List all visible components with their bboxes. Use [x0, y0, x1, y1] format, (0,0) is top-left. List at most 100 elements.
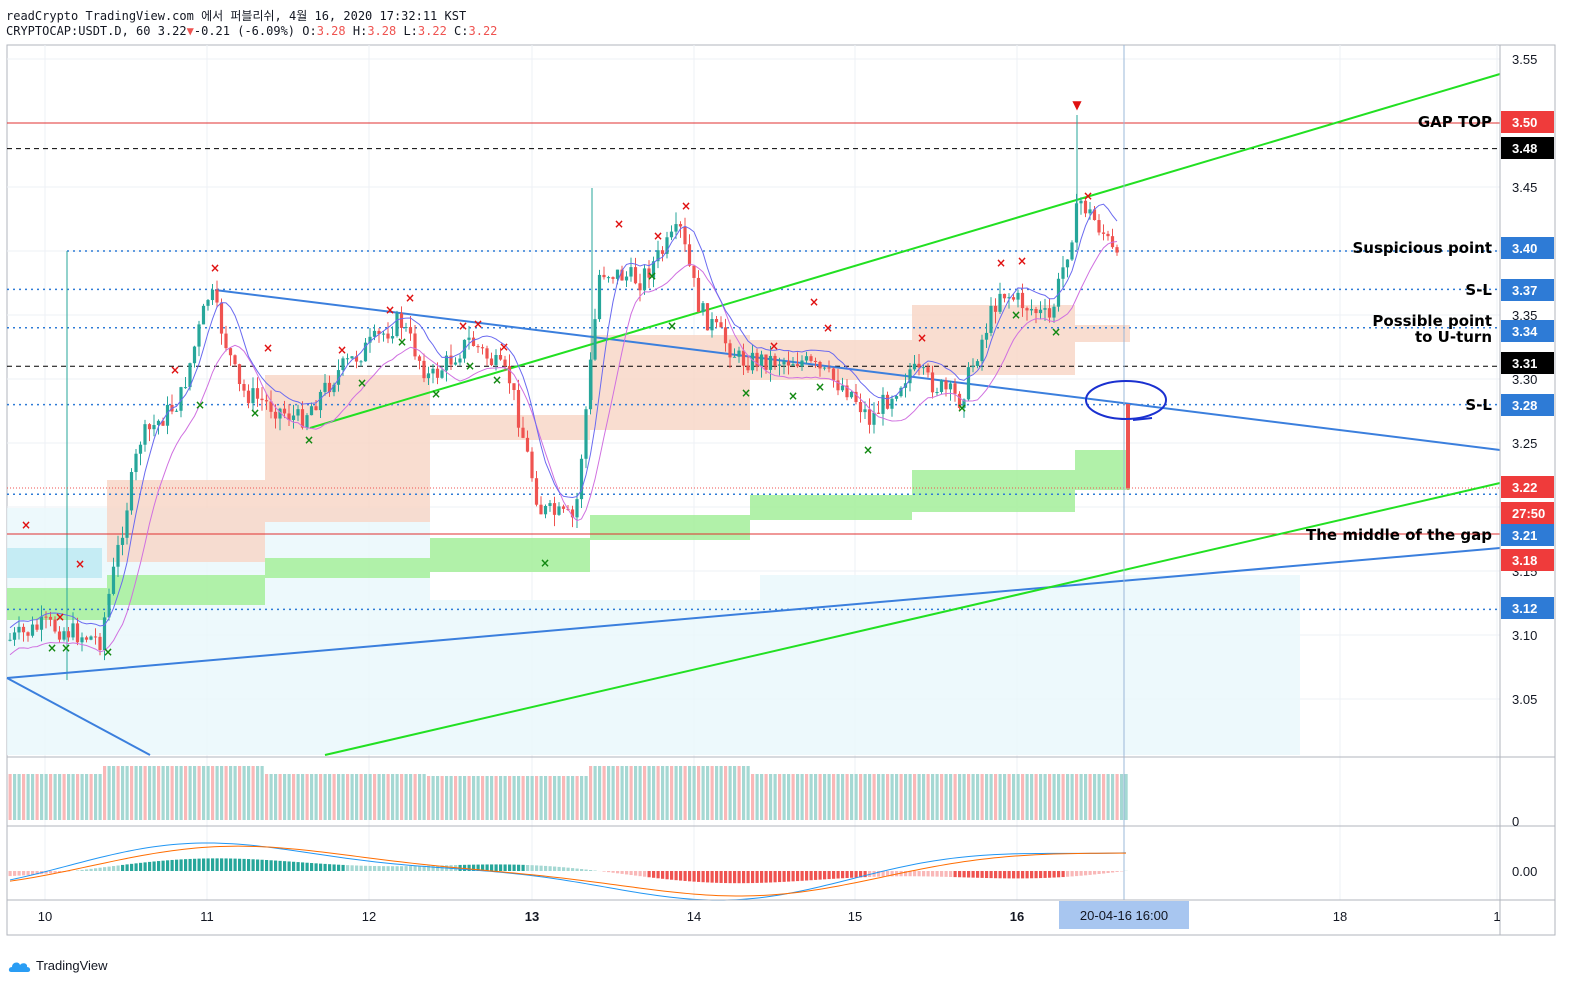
macd-histogram-bar [562, 867, 566, 871]
volume-bar [62, 774, 66, 820]
macd-histogram-bar [863, 871, 867, 878]
volume-bar [337, 774, 341, 820]
volume-bar [886, 774, 890, 820]
macd-histogram-bar [116, 865, 120, 871]
candle-body [323, 382, 327, 392]
candle-body [66, 631, 71, 638]
cloud-orange-6 [912, 305, 1075, 375]
volume-bar [40, 774, 44, 820]
macd-histogram-bar [112, 866, 116, 871]
buy-marker: × [788, 389, 798, 403]
candle-body [660, 250, 665, 254]
macd-histogram-bar [791, 871, 795, 882]
macd-histogram-bar [805, 871, 809, 881]
candle-body [318, 391, 323, 411]
buy-marker: × [431, 387, 441, 401]
volume-bar [850, 774, 854, 820]
volume-bar [854, 774, 858, 820]
candle-body [543, 505, 548, 515]
buy-marker: × [540, 556, 550, 570]
macd-histogram-bar [26, 871, 30, 876]
candle-body [44, 616, 48, 618]
candle-body [827, 367, 831, 369]
candle-body [143, 424, 147, 445]
volume-bar [935, 774, 939, 820]
macd-histogram-bar [143, 862, 147, 871]
tradingview-brand[interactable]: TradingView [8, 958, 108, 973]
candle-body [966, 367, 971, 400]
macd-histogram-bar [683, 871, 687, 881]
macd-histogram-bar [625, 871, 629, 875]
volume-bar [809, 774, 813, 820]
macd-histogram-bar [350, 865, 354, 871]
volume-bar [103, 766, 107, 820]
volume-bar [413, 774, 417, 820]
volume-bar [278, 774, 282, 820]
candle-body [1052, 306, 1056, 318]
volume-bar [188, 766, 192, 820]
volume-bar [994, 774, 998, 820]
candle-body [309, 406, 314, 416]
open-value: 3.28 [316, 24, 346, 38]
macd-histogram-bar [1039, 871, 1043, 879]
candle-body [552, 503, 557, 515]
candle-body [858, 402, 863, 413]
candle-body [755, 352, 759, 367]
macd-histogram-bar [733, 871, 737, 884]
candle-body [845, 385, 849, 398]
price-label-box [1501, 597, 1554, 619]
macd-histogram-bar [584, 869, 588, 871]
volume-bar [841, 774, 845, 820]
candle-body [885, 394, 890, 409]
candle-body [233, 355, 237, 365]
volume-bar [967, 774, 971, 820]
buy-marker: × [103, 645, 113, 659]
sell-marker: × [458, 319, 468, 333]
sell-marker: × [1017, 254, 1027, 268]
candle-body [1011, 297, 1016, 300]
macd-histogram-bar [1088, 871, 1092, 875]
cloud-orange-3 [590, 335, 750, 430]
macd-histogram-bar [229, 858, 233, 871]
cloud-teal [7, 548, 102, 578]
candle-body [417, 356, 422, 361]
volume-bar [80, 774, 84, 820]
volume-bar [958, 774, 962, 820]
volume-axis-label: 0 [1512, 814, 1519, 829]
volume-bar [1034, 774, 1038, 820]
volume-bar [193, 766, 197, 820]
volume-bar [926, 774, 930, 820]
volume-bar [634, 766, 638, 820]
volume-bar [310, 774, 314, 820]
candle-body [800, 360, 804, 367]
macd-histogram-bar [283, 861, 287, 871]
macd-histogram-bar [251, 859, 255, 871]
volume-bar [620, 766, 624, 820]
macd-histogram-bar [206, 858, 210, 871]
macd-histogram-bar [976, 871, 980, 878]
candle-body [291, 415, 296, 421]
volume-bar [899, 774, 903, 820]
volume-bar [85, 774, 89, 820]
annotation-text: Possible point [1372, 312, 1492, 330]
candle-body [881, 394, 885, 414]
macd-histogram-bar [215, 858, 219, 871]
candle-body [444, 355, 449, 371]
macd-histogram-bar [1003, 871, 1007, 879]
buy-marker: × [304, 433, 314, 447]
macd-histogram-bar [1034, 871, 1038, 879]
volume-bar [467, 776, 471, 820]
macd-histogram-bar [301, 862, 305, 871]
candle-body [1065, 259, 1070, 268]
candle-body [561, 506, 566, 509]
trend-line-blue-lower [6, 547, 1501, 679]
y-tick-label: 3.30 [1512, 372, 1537, 387]
volume-bar [1102, 774, 1106, 820]
y-tick-label: 3.05 [1512, 692, 1537, 707]
candle-body [939, 380, 944, 392]
macd-histogram-bar [800, 871, 804, 881]
candle-body [8, 639, 12, 641]
candle-body [494, 355, 498, 366]
candle-body [737, 350, 741, 357]
